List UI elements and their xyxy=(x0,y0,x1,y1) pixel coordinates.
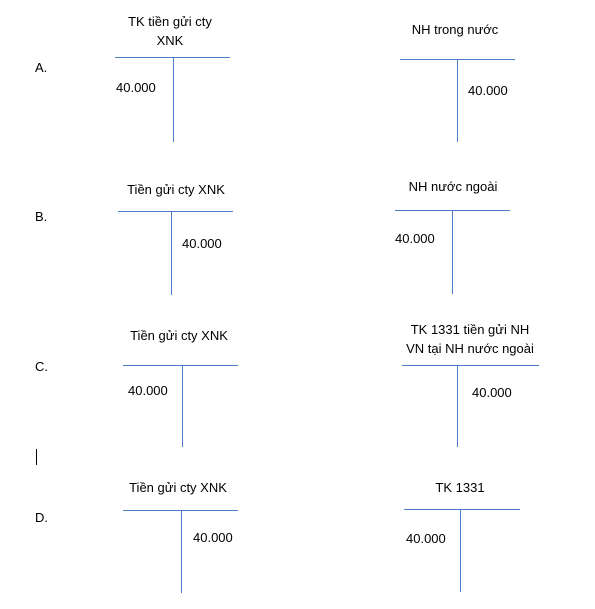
option-a-left-title-line-2: XNK xyxy=(156,33,184,48)
option-a-left-title: TK tiền gửi cty XNK xyxy=(110,12,230,50)
option-c-right-title-line-2: VN tại NH nước ngoài xyxy=(406,341,534,356)
option-d-left-t-stem xyxy=(181,510,182,593)
option-b-left-t-stem xyxy=(171,211,172,295)
option-b-right-title: NH nước ngoài xyxy=(393,177,513,196)
option-a-right-amount: 40.000 xyxy=(468,83,508,98)
option-a-right-title-line-1: NH trong nước xyxy=(411,22,499,37)
option-d-left-title-line-1: Tiền gửi cty XNK xyxy=(129,480,227,495)
option-a-right-t-stem xyxy=(457,59,458,142)
option-b-right-t-stem xyxy=(452,210,453,294)
option-d-right-title: TK 1331 xyxy=(400,478,520,497)
option-c-right-amount: 40.000 xyxy=(472,385,512,400)
option-a-left-t-top xyxy=(115,57,230,58)
option-b-left-title: Tiền gửi cty XNK xyxy=(116,180,236,199)
option-b-left-amount: 40.000 xyxy=(182,236,222,251)
option-a-letter: A. xyxy=(35,60,48,75)
option-d-right-amount: 40.000 xyxy=(406,531,446,546)
option-c-left-amount: 40.000 xyxy=(128,383,168,398)
option-d-right-title-line-1: TK 1331 xyxy=(435,480,485,495)
text-cursor xyxy=(36,449,37,465)
option-c-right-title-line-1: TK 1331 tiền gửi NH xyxy=(410,322,530,337)
option-a-left-t-stem xyxy=(173,57,174,142)
option-c-left-title: Tiền gửi cty XNK xyxy=(119,326,239,345)
option-d-left-title: Tiền gửi cty XNK xyxy=(118,478,238,497)
option-b-left-t-top xyxy=(118,211,233,212)
option-b-left-title-line-1: Tiền gửi cty XNK xyxy=(127,182,225,197)
option-c-left-title-line-1: Tiền gửi cty XNK xyxy=(130,328,228,343)
option-b-letter: B. xyxy=(35,209,48,224)
option-b-right-title-line-1: NH nước ngoài xyxy=(408,179,498,194)
option-d-right-t-stem xyxy=(460,509,461,592)
option-d-left-amount: 40.000 xyxy=(193,530,233,545)
option-c-left-t-stem xyxy=(182,365,183,447)
option-a-right-title: NH trong nước xyxy=(395,20,515,39)
option-d-letter: D. xyxy=(35,510,48,525)
option-a-left-title-line-1: TK tiền gửi cty xyxy=(128,14,212,29)
option-d-right-t-top xyxy=(404,509,520,510)
option-b-right-amount: 40.000 xyxy=(395,231,435,246)
option-c-left-t-top xyxy=(123,365,238,366)
option-d-left-t-top xyxy=(123,510,238,511)
option-a-left-amount: 40.000 xyxy=(116,80,156,95)
option-c-right-title: TK 1331 tiền gửi NH VN tại NH nước ngoài xyxy=(395,320,545,358)
option-c-right-t-stem xyxy=(457,365,458,447)
option-c-right-t-top xyxy=(402,365,539,366)
option-c-letter: C. xyxy=(35,359,48,374)
